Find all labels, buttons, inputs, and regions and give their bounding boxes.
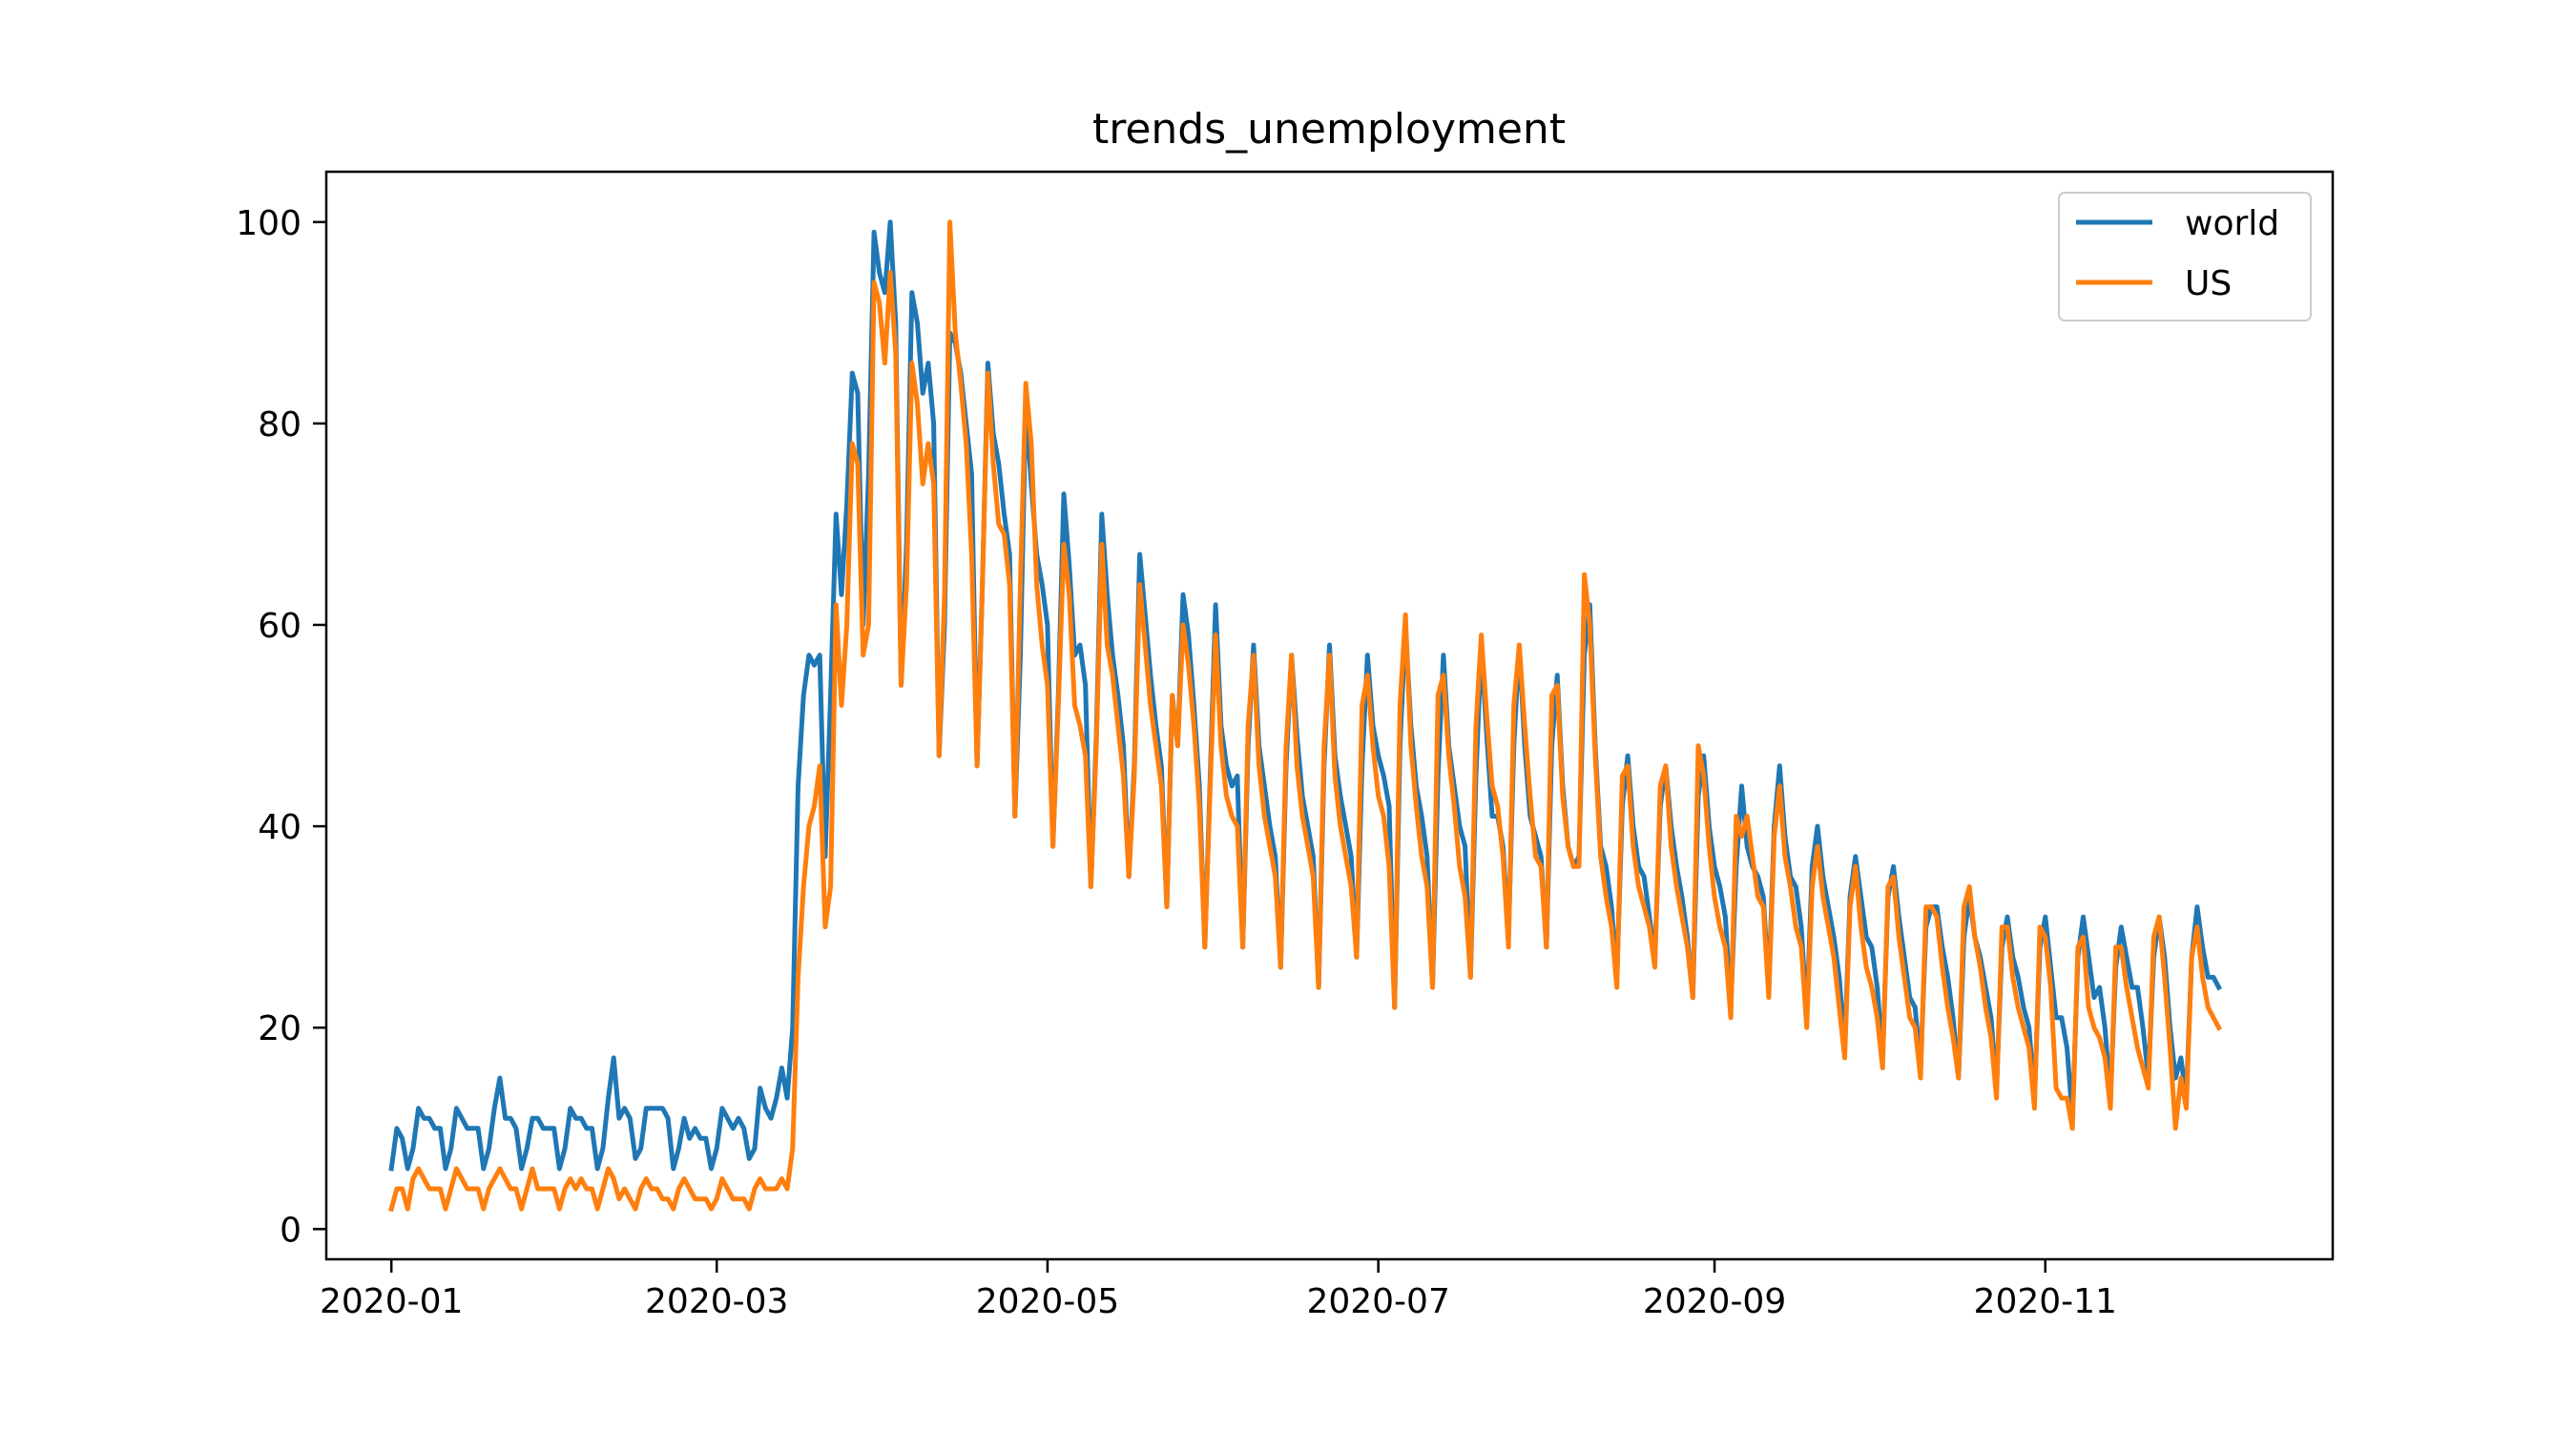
legend-label-world: world (2185, 204, 2279, 243)
x-tick-label: 2020-11 (1974, 1282, 2117, 1321)
x-tick-label: 2020-03 (645, 1282, 788, 1321)
x-tick-label: 2020-07 (1306, 1282, 1449, 1321)
y-tick-label: 0 (280, 1211, 301, 1250)
legend: world US (2058, 192, 2312, 321)
plot-frame (324, 170, 2335, 1261)
x-tick-label: 2020-05 (976, 1282, 1119, 1321)
axis-layer: 2020-01 2020-03 2020-05 2020-07 2020-09 2020-… (236, 204, 2117, 1321)
y-tick-label: 80 (258, 405, 301, 445)
legend-label-us: US (2185, 264, 2232, 303)
chart-title: trends_unemployment (1092, 105, 1566, 154)
series-line-world (388, 219, 2222, 1172)
y-tick-label: 100 (236, 204, 301, 243)
y-tick-label: 60 (258, 607, 301, 646)
y-tick-label: 20 (258, 1009, 301, 1048)
y-tick-label: 40 (258, 808, 301, 847)
series-layer (388, 219, 2222, 1213)
x-tick-label: 2020-01 (320, 1282, 463, 1321)
x-tick-label: 2020-09 (1643, 1282, 1786, 1321)
series-line-us (388, 219, 2222, 1213)
